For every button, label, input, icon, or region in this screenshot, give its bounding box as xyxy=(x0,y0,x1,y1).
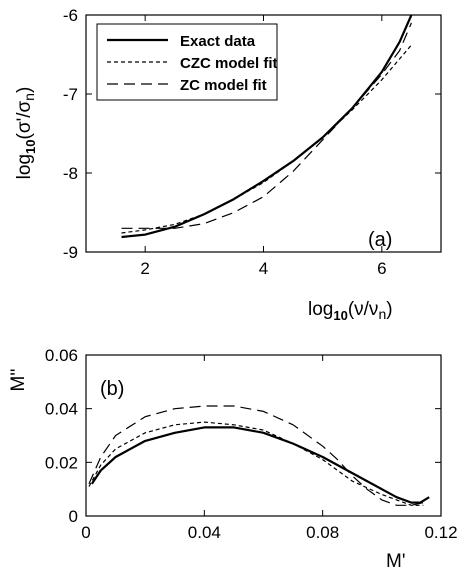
b-x-tick-label: 0 xyxy=(81,523,90,542)
series-group-a xyxy=(121,14,413,239)
panel-label-a: (a) xyxy=(368,229,392,251)
a-y-tick-label: -9 xyxy=(63,243,78,262)
legend-box xyxy=(96,23,278,101)
series-group-b xyxy=(88,405,430,506)
panel-label-b: (b) xyxy=(100,378,124,400)
x-label-a-close: ) xyxy=(386,299,392,320)
y-axis-label-b: M'' xyxy=(8,368,29,391)
chart-panel-a: 2 4 6 -9 -8 -7 -6 Exact data CZC model fit ZC … xyxy=(14,6,442,323)
a-y-tick-label: -6 xyxy=(63,6,78,25)
x-label-a-subn: n xyxy=(378,306,386,322)
a-x-tick-label: 4 xyxy=(259,259,268,278)
x-axis-label-a: log10(ν/νn) xyxy=(308,299,393,323)
a-y-tick-label: -7 xyxy=(63,85,78,104)
y-label-a-close: ) xyxy=(14,87,35,93)
b-y-tick-label: 0.06 xyxy=(45,346,78,365)
b-x-tick-label: 0.08 xyxy=(306,523,339,542)
b-series-dashed-long xyxy=(88,405,424,506)
y-label-a-sub: 10 xyxy=(23,139,38,153)
y-label-a-subn: n xyxy=(21,93,37,101)
b-series-solid xyxy=(90,426,430,504)
legend: Exact data CZC model fit ZC model fit xyxy=(96,23,278,101)
legend-label-zc: ZC model fit xyxy=(180,77,267,94)
a-series-dashed-long xyxy=(121,22,412,229)
y-label-a-rest: (σ'/σ xyxy=(14,101,35,140)
b-series-dashed-short xyxy=(88,421,424,506)
legend-label-czc: CZC model fit xyxy=(180,55,278,72)
b-x-tick-label: 0.04 xyxy=(188,523,221,542)
x-label-a-rest: (ν/ν xyxy=(348,299,379,320)
x-label-a-main: log xyxy=(308,299,333,320)
b-y-tick-label: 0 xyxy=(69,507,78,526)
b-y-tick-label: 0.02 xyxy=(45,453,78,472)
a-series-solid xyxy=(121,14,413,239)
a-x-tick-label: 6 xyxy=(377,259,386,278)
x-axis-label-b: M' xyxy=(386,551,405,571)
a-x-tick-label: 2 xyxy=(140,259,149,278)
tick-group-b: 0 0.04 0.08 0.12 0 0.02 0.04 0.06 xyxy=(45,346,458,542)
a-series-dashed-short xyxy=(121,44,412,234)
a-y-tick-label: -8 xyxy=(63,164,78,183)
chart-panel-b: 0 0.04 0.08 0.12 0 0.02 0.04 0.06 (b) M'' M' xyxy=(8,346,458,571)
x-label-a-sub: 10 xyxy=(333,308,347,323)
tick-group-a: 2 4 6 -9 -8 -7 -6 xyxy=(63,6,441,278)
b-y-tick-label: 0.04 xyxy=(45,400,78,419)
y-axis-label-a: log10(σ'/σn) xyxy=(14,87,38,180)
y-label-a-main: log xyxy=(14,154,35,179)
b-x-tick-label: 0.12 xyxy=(424,523,457,542)
plot-frame-b xyxy=(85,354,442,517)
legend-label-exact: Exact data xyxy=(180,33,256,50)
